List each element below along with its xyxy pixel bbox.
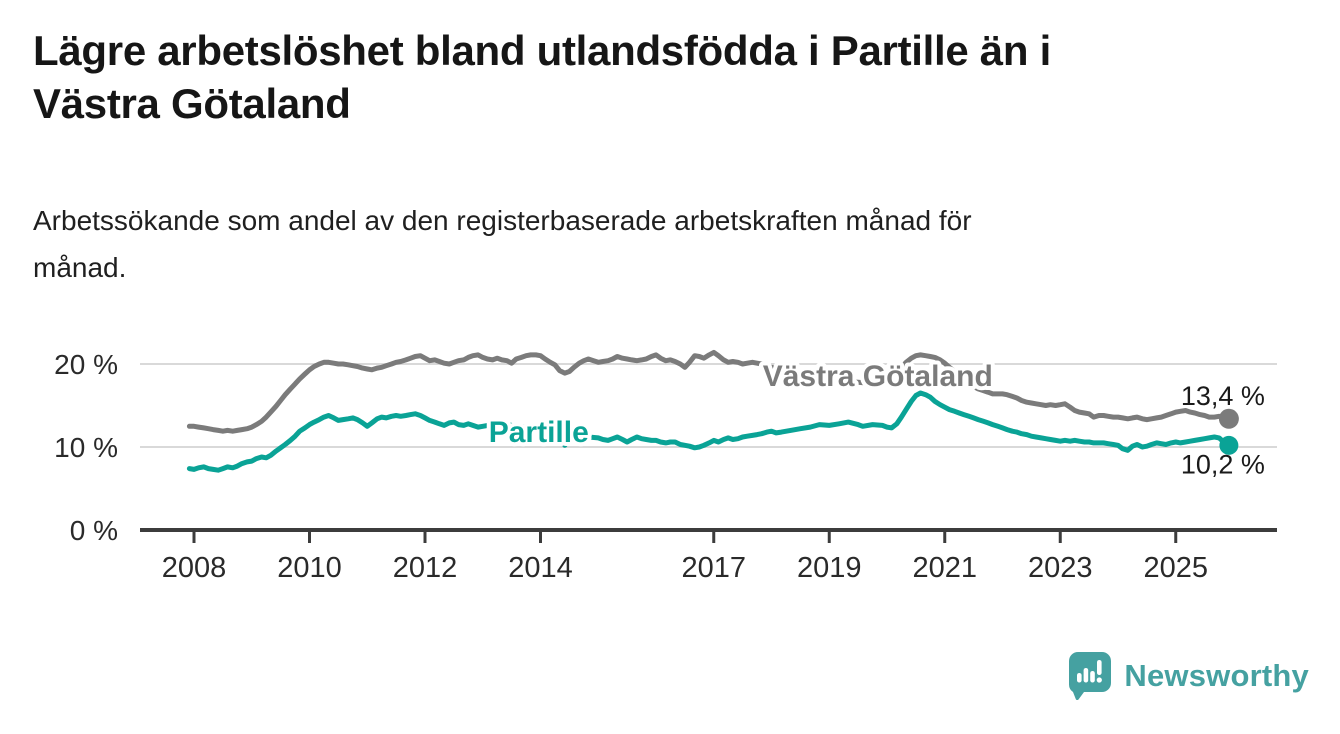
y-axis-tick-label: 0 %: [70, 515, 118, 546]
subtitle-line-2: månad.: [33, 252, 127, 283]
x-axis-tick-label: 2019: [797, 552, 862, 584]
x-axis-tick-label: 2017: [681, 552, 746, 584]
series-label-partille: Partille: [489, 416, 589, 449]
title-line-1: Lägre arbetslöshet bland utlandsfödda i …: [33, 27, 1051, 74]
logo-bars: [1077, 660, 1103, 683]
x-axis-tick-label: 2023: [1028, 552, 1093, 584]
subtitle-line-1: Arbetssökande som andel av den registerb…: [33, 205, 972, 236]
x-axis-tick-label: 2012: [393, 552, 458, 584]
series-end-dot: [1219, 435, 1239, 455]
x-axis-tick-label: 2021: [912, 552, 977, 584]
page-title: Lägre arbetslöshet bland utlandsfödda i …: [33, 24, 1273, 130]
series-line-partille: [186, 390, 1232, 473]
series-end-value-label: 10,2 %: [1181, 449, 1265, 479]
y-axis-tick-label: 20 %: [54, 349, 118, 380]
footer-brand: Newsworthy: [1069, 651, 1309, 701]
chart-subtitle: Arbetssökande som andel av den registerb…: [33, 197, 1273, 291]
x-axis-tick-label: 2010: [277, 552, 342, 584]
title-line-2: Västra Götaland: [33, 80, 351, 127]
x-axis-tick-label: 2025: [1143, 552, 1208, 584]
series-end-value-label: 13,4 %: [1181, 381, 1265, 411]
series-end-dot: [1218, 408, 1239, 429]
series-line-v-stra-g-taland: [186, 349, 1232, 434]
speech-bubble-shape: [1069, 652, 1112, 700]
x-axis-tick-label: 2008: [162, 552, 227, 584]
newsworthy-logo-icon: [1069, 652, 1112, 700]
x-axis-tick-label: 2014: [508, 552, 573, 584]
series-label-v-stra-g-taland: Västra Götaland: [763, 360, 993, 393]
brand-name: Newsworthy: [1124, 658, 1309, 693]
y-axis-tick-label: 10 %: [54, 432, 118, 463]
